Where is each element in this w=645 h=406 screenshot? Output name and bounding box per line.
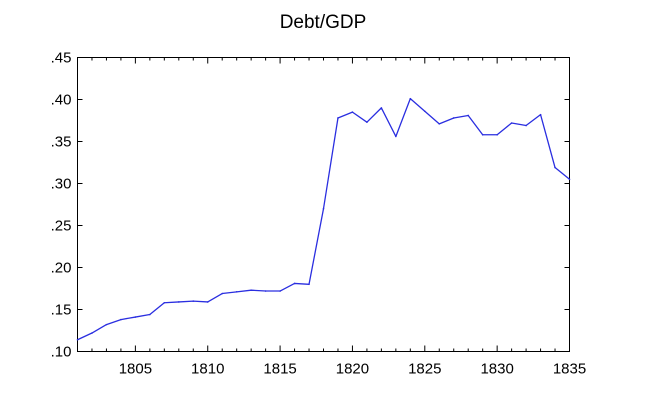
data-point (76, 338, 79, 341)
data-point (279, 290, 281, 292)
data-point (366, 121, 368, 123)
x-tick-label: 1815 (263, 361, 296, 378)
data-point (91, 332, 93, 334)
y-tick-label: .30 (51, 176, 72, 193)
y-tick-label: .25 (51, 218, 72, 235)
data-point (221, 292, 224, 295)
data-point (351, 111, 354, 113)
data-point (120, 318, 122, 321)
series (76, 97, 571, 341)
y-tick-label: .20 (51, 260, 72, 277)
data-point (481, 133, 484, 136)
data-point (438, 123, 441, 125)
y-tick-label: .10 (51, 344, 72, 361)
x-tick-label: 1830 (480, 361, 513, 378)
data-point (496, 133, 498, 136)
data-point (250, 289, 252, 291)
data-point (235, 291, 238, 293)
data-point (554, 166, 556, 169)
data-point (539, 113, 542, 116)
x-tick-label: 1825 (408, 361, 441, 378)
data-point (322, 207, 325, 210)
data-point (206, 301, 209, 303)
debt-gdp-line (77, 98, 570, 341)
x-tick-label: 1810 (191, 361, 224, 378)
y-tick-label: .35 (51, 134, 72, 151)
x-tick-label: 1805 (119, 361, 152, 378)
data-point (177, 301, 180, 303)
chart-title: Debt/GDP (280, 12, 367, 33)
data-point (452, 117, 455, 119)
y-tick-label: .45 (51, 50, 72, 67)
x-tick-label: 1835 (553, 361, 586, 378)
data-point (308, 283, 310, 286)
data-point (380, 107, 383, 109)
data-point (409, 97, 412, 100)
data-point (337, 117, 339, 119)
data-point (105, 323, 108, 326)
data-point (163, 301, 166, 304)
y-tick-label: .40 (51, 92, 72, 109)
data-point (525, 124, 527, 127)
x-axis: 1805 1810 1815 1820 1825 1830 1835 (77, 57, 586, 378)
data-point (423, 110, 426, 113)
data-point (293, 282, 296, 285)
data-point (510, 122, 513, 124)
data-point (149, 313, 151, 316)
y-tick-label: .15 (51, 302, 72, 319)
data-point (395, 135, 397, 138)
x-tick-label: 1820 (336, 361, 369, 378)
data-point (568, 178, 571, 181)
y-axis: .10 .15 .20 .25 .30 .35 .40 .45 (51, 50, 570, 361)
plot-frame (77, 57, 570, 352)
data-point (467, 114, 470, 117)
data-point (134, 316, 137, 318)
data-point (264, 290, 267, 292)
data-point (192, 300, 195, 302)
